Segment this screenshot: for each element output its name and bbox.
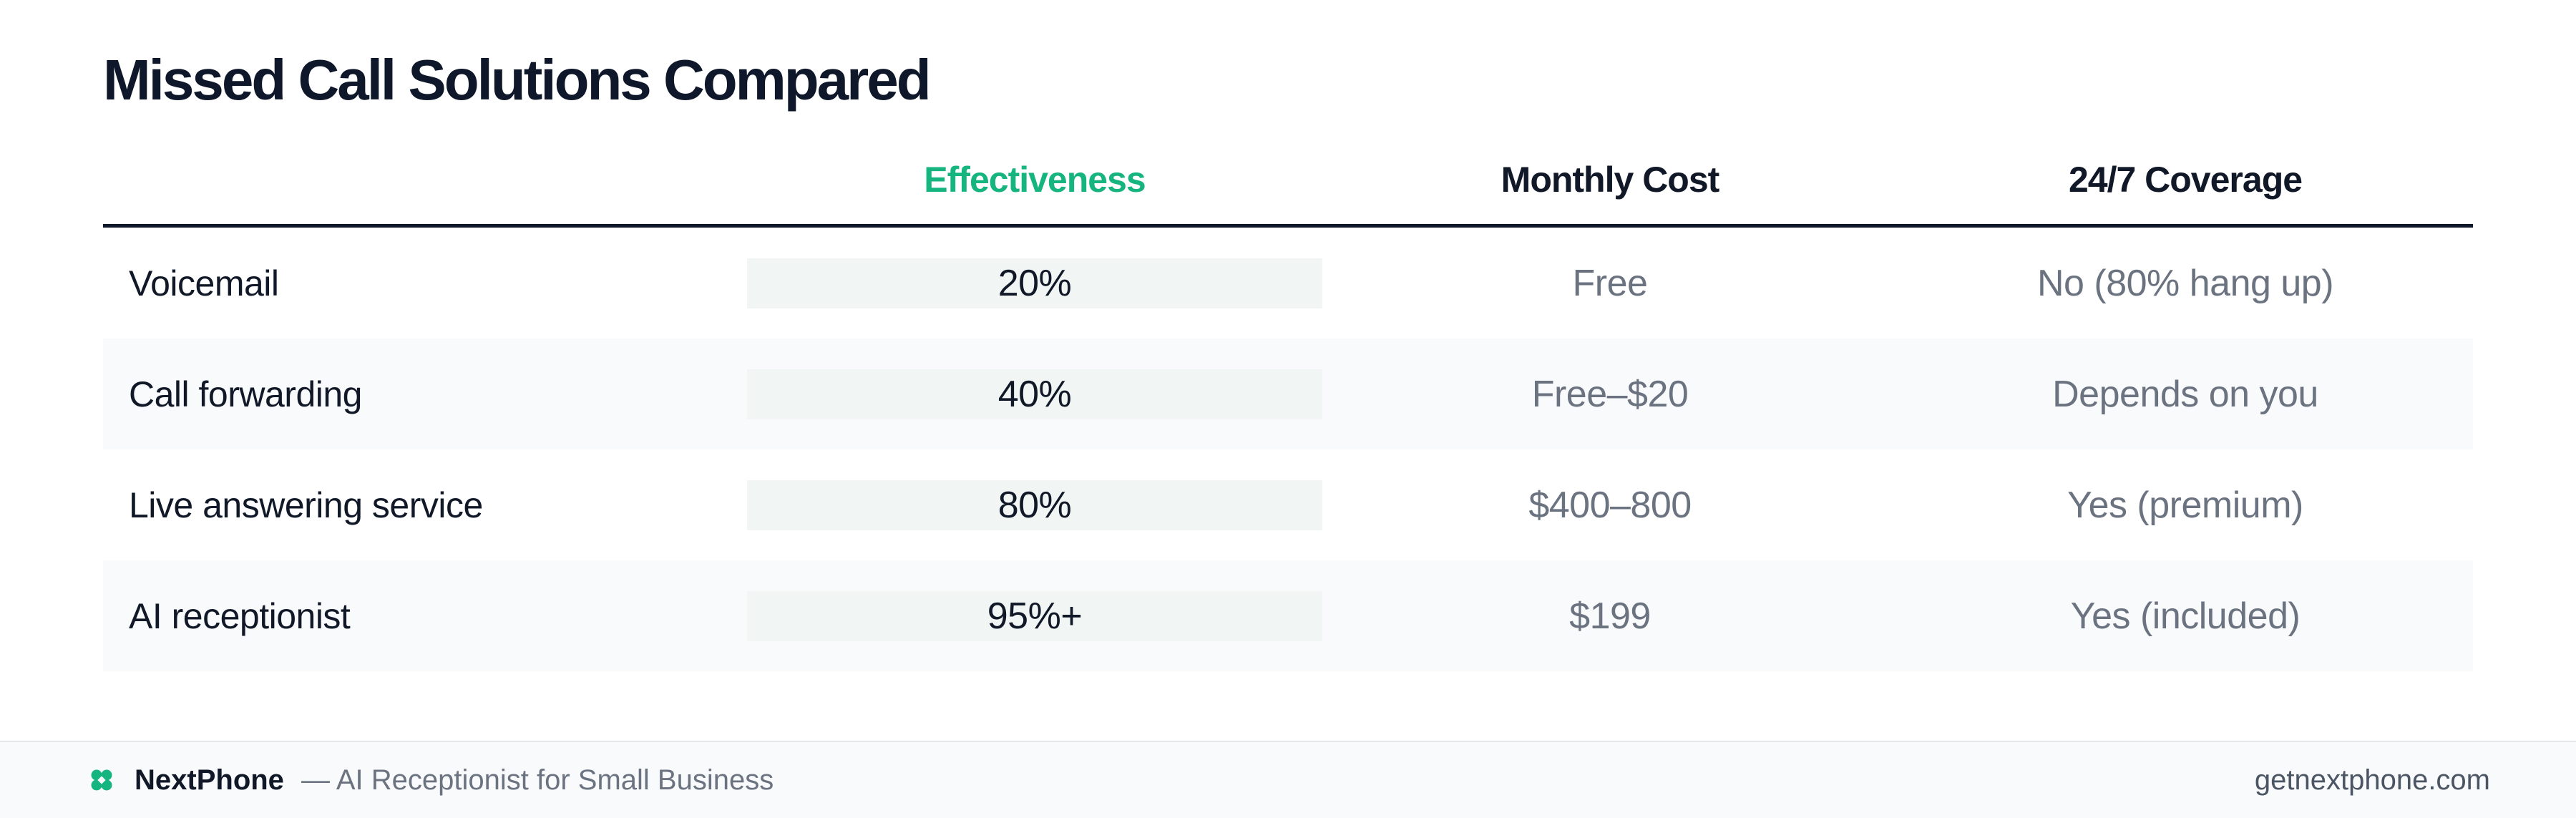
site-link[interactable]: getnextphone.com <box>2254 764 2490 796</box>
table-row: Live answering service 80% $400–800 Yes … <box>103 449 2473 560</box>
header-monthly-cost: Monthly Cost <box>1501 159 1720 200</box>
brand: NextPhone — AI Receptionist for Small Bu… <box>90 742 774 818</box>
brand-tagline: — AI Receptionist for Small Business <box>301 764 774 796</box>
footer: NextPhone — AI Receptionist for Small Bu… <box>0 741 2576 818</box>
cost-value: Free <box>1572 262 1648 304</box>
table-row: Voicemail 20% Free No (80% hang up) <box>103 228 2473 339</box>
effectiveness-value: 95%+ <box>747 590 1322 641</box>
cost-value: Free–$20 <box>1531 373 1689 415</box>
coverage-value: No (80% hang up) <box>2036 262 2334 304</box>
effectiveness-value: 80% <box>747 479 1322 530</box>
brand-name: NextPhone <box>135 764 284 796</box>
row-name: Voicemail <box>129 263 279 303</box>
header-coverage: 24/7 Coverage <box>2068 159 2303 200</box>
effectiveness-cell: 80% <box>747 479 1322 530</box>
clover-icon <box>90 769 113 792</box>
effectiveness-value: 40% <box>747 369 1322 419</box>
table-row: AI receptionist 95%+ $199 Yes (included) <box>103 560 2473 671</box>
cost-value: $400–800 <box>1528 484 1692 526</box>
effectiveness-cell: 40% <box>747 369 1322 419</box>
effectiveness-cell: 95%+ <box>747 590 1322 641</box>
table-row: Call forwarding 40% Free–$20 Depends on … <box>103 339 2473 449</box>
header-effectiveness: Effectiveness <box>924 159 1146 200</box>
table-header-row: Effectiveness Monthly Cost 24/7 Coverage <box>103 135 2473 228</box>
page-title: Missed Call Solutions Compared <box>103 48 932 112</box>
effectiveness-value: 20% <box>747 258 1322 308</box>
coverage-value: Yes (premium) <box>2067 484 2303 526</box>
effectiveness-cell: 20% <box>747 258 1322 308</box>
cost-value: $199 <box>1569 595 1651 637</box>
comparison-table: Effectiveness Monthly Cost 24/7 Coverage… <box>103 135 2473 671</box>
row-name: AI receptionist <box>129 595 351 636</box>
coverage-value: Depends on you <box>2052 373 2318 415</box>
coverage-value: Yes (included) <box>2070 595 2301 637</box>
row-name: Call forwarding <box>129 374 362 414</box>
row-name: Live answering service <box>129 485 483 525</box>
